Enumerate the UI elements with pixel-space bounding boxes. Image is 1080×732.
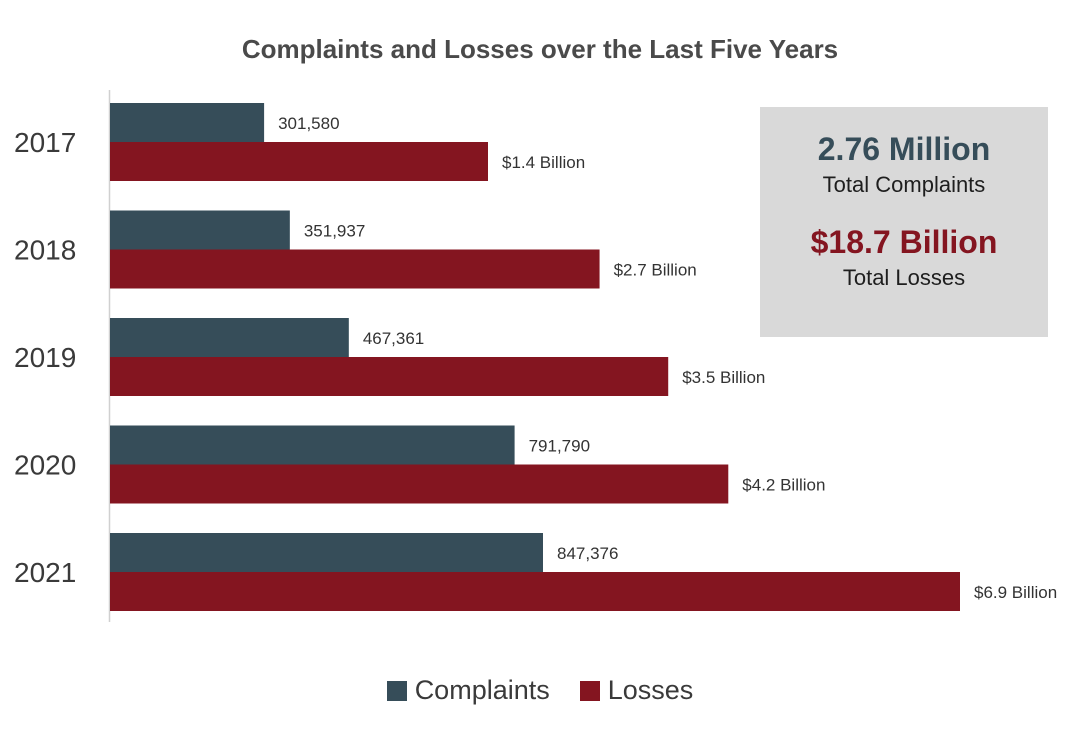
summary-box: 2.76 Million Total Complaints $18.7 Bill… <box>760 107 1048 337</box>
total-complaints-label: Total Complaints <box>822 172 986 197</box>
data-label-complaints: 791,790 <box>529 437 590 456</box>
legend-item-complaints: Complaints <box>386 675 550 706</box>
bar-losses <box>110 142 488 181</box>
data-label-complaints: 467,361 <box>363 329 424 348</box>
chart-title: Complaints and Losses over the Last Five… <box>241 34 839 64</box>
total-losses-value: $18.7 Billion <box>810 224 998 260</box>
total-complaints-value: 2.76 Million <box>817 131 991 167</box>
category-label: 2021 <box>14 557 76 588</box>
legend-swatch-losses <box>579 680 600 701</box>
legend: Complaints Losses <box>0 675 1080 706</box>
bar-losses <box>110 249 600 289</box>
bar-losses <box>110 572 960 611</box>
bar-losses <box>110 357 669 396</box>
bar-complaints <box>110 425 515 465</box>
category-label: 2018 <box>14 235 76 266</box>
data-label-complaints: 351,937 <box>304 222 365 241</box>
total-losses-label: Total Losses <box>842 265 966 290</box>
bar-complaints <box>110 103 265 142</box>
legend-label-losses: Losses <box>607 675 694 705</box>
data-label-losses: $2.7 Billion <box>614 261 697 280</box>
legend-swatch-complaints <box>386 680 407 701</box>
category-label: 2019 <box>14 342 76 373</box>
data-label-losses: $6.9 Billion <box>974 583 1057 602</box>
data-label-complaints: 301,580 <box>278 114 339 133</box>
data-label-complaints: 847,376 <box>557 544 618 563</box>
legend-item-losses: Losses <box>579 675 694 706</box>
data-label-losses: $1.4 Billion <box>502 153 585 172</box>
category-label: 2020 <box>14 450 76 481</box>
bar-complaints <box>110 533 543 572</box>
bar-losses <box>110 464 729 504</box>
bar-complaints <box>110 210 290 250</box>
legend-label-complaints: Complaints <box>414 675 550 705</box>
data-label-losses: $3.5 Billion <box>682 368 765 387</box>
category-label: 2017 <box>14 127 76 158</box>
bar-complaints <box>110 318 349 357</box>
data-label-losses: $4.2 Billion <box>742 476 825 495</box>
